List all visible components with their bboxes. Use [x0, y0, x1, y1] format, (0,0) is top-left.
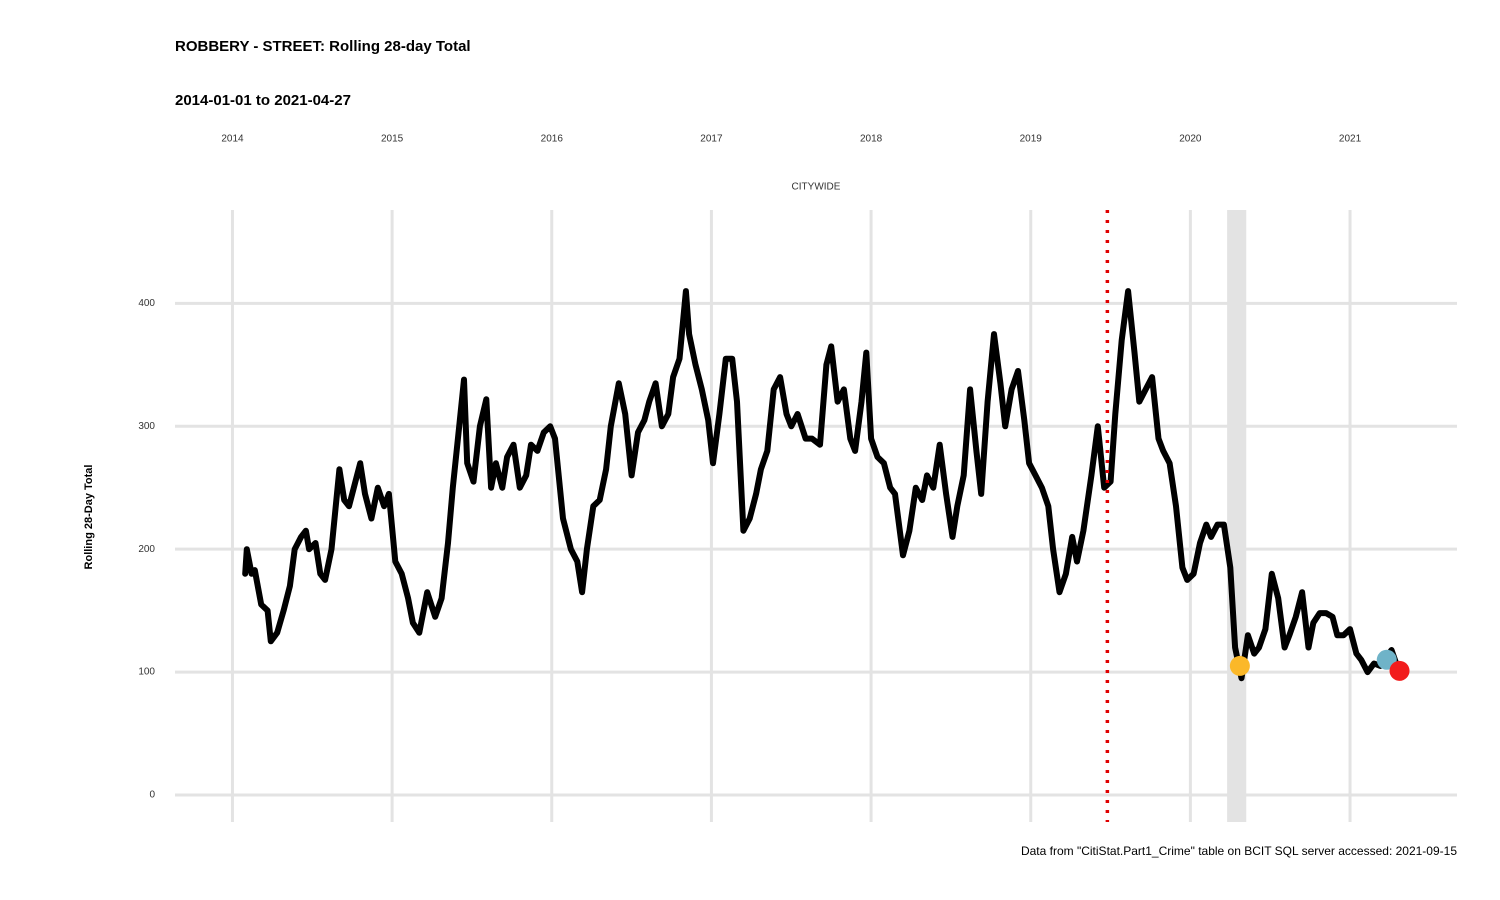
- y-tick-label: 400: [138, 298, 155, 309]
- x-tick-label: 2019: [1020, 134, 1043, 145]
- x-tick-label: 2015: [381, 134, 404, 145]
- x-tick-label: 2018: [860, 134, 883, 145]
- x-tick-label: 2014: [221, 134, 244, 145]
- x-tick-label: 2021: [1339, 134, 1362, 145]
- chart-title: ROBBERY - STREET: Rolling 28-day Total: [175, 38, 471, 55]
- x-tick-label: 2020: [1179, 134, 1202, 145]
- y-tick-label: 300: [138, 421, 155, 432]
- x-tick-label: 2016: [541, 134, 564, 145]
- facet-label: CITYWIDE: [792, 182, 841, 193]
- caption: Data from "CitiStat.Part1_Crime" table o…: [1021, 844, 1457, 858]
- data-line: [242, 288, 1401, 682]
- chart-subtitle: 2014-01-01 to 2021-04-27: [175, 92, 351, 109]
- grid: [175, 210, 1457, 822]
- y-tick-label: 100: [138, 667, 155, 678]
- shaded-span: [1227, 210, 1247, 822]
- highlight-point: [1229, 655, 1250, 676]
- y-tick-label: 0: [149, 790, 155, 801]
- highlight-point: [1389, 660, 1410, 681]
- marks: [242, 210, 1410, 822]
- x-tick-label: 2017: [700, 134, 723, 145]
- y-axis-label: Rolling 28-Day Total: [83, 465, 95, 570]
- y-tick-label: 200: [138, 544, 155, 555]
